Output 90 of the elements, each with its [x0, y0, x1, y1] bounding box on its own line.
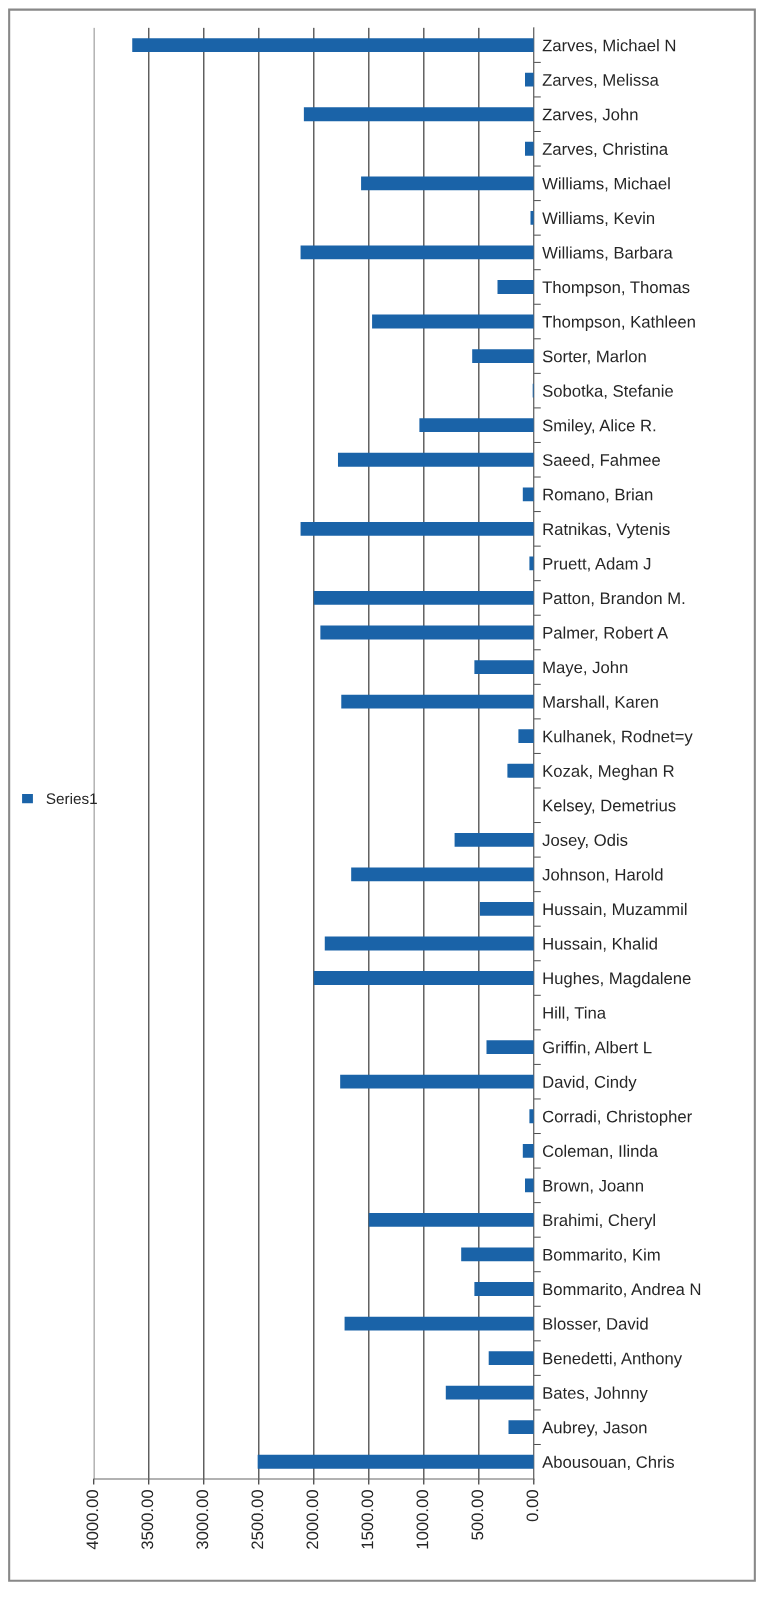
y-tick-label: Zarves, Christina — [542, 142, 669, 157]
x-tick-label: 2000.00 — [306, 1490, 319, 1549]
bar — [507, 763, 534, 778]
bar — [522, 487, 534, 502]
y-tick-label: Romano, Brian — [543, 488, 653, 503]
bar — [337, 452, 534, 467]
x-tick-label: 3000.00 — [196, 1490, 209, 1550]
y-tick-label: Thompson, Kathleen — [542, 315, 695, 332]
bar — [313, 971, 534, 985]
y-tick-label: Coleman, Ilinda — [542, 1144, 658, 1159]
x-tick-label: 1000.00 — [416, 1490, 429, 1549]
bar — [344, 1316, 534, 1331]
bar — [324, 936, 534, 951]
y-tick-label: Marshall, Karen — [543, 695, 658, 710]
y-tick-label: Smiley, Alice R. — [542, 419, 656, 435]
y-tick-label: Blosser, David — [543, 1317, 648, 1332]
bar — [303, 107, 534, 122]
y-tick-label: Hussain, Muzammil — [543, 902, 687, 918]
x-tick-label: 4000.00 — [86, 1490, 99, 1550]
y-tick-label: Bommarito, Kim — [543, 1248, 660, 1263]
bar — [454, 832, 534, 847]
y-tick-label: Williams, Kevin — [542, 211, 655, 227]
y-tick-label: Zarves, Melissa — [542, 73, 659, 88]
y-tick-label: Patton, Brandon M. — [543, 591, 685, 607]
y-tick-label: Williams, Barbara — [542, 246, 673, 261]
y-tick-label: Saeed, Fahmee — [542, 453, 660, 468]
y-tick-label: Sobotka, Stefanie — [542, 384, 673, 399]
bar — [529, 556, 534, 571]
y-tick-label: Johnson, Harold — [542, 868, 663, 883]
bar — [525, 72, 534, 87]
bar — [320, 625, 534, 640]
bar — [419, 418, 534, 433]
y-tick-label: Aubrey, Jason — [542, 1421, 647, 1437]
bar — [525, 1178, 534, 1193]
y-tick-label: Abousouan, Chris — [542, 1455, 675, 1470]
bar — [522, 1143, 534, 1158]
x-tick-label: 500.00 — [471, 1490, 484, 1540]
bar — [368, 1212, 534, 1227]
y-tick-label: Sorter, Marlon — [542, 350, 646, 365]
y-tick-label: Kelsey, Demetrius — [543, 799, 676, 815]
bar — [518, 729, 534, 744]
y-tick-label: Kulhanek, Rodnet=y — [543, 730, 693, 746]
bar — [361, 176, 534, 191]
bar — [486, 1040, 534, 1055]
y-tick-label: Hussain, Khalid — [543, 937, 657, 952]
y-tick-label: Williams, Michael — [542, 177, 670, 192]
bar — [461, 1247, 534, 1262]
y-tick-label: Zarves, John — [542, 108, 638, 123]
x-tick-label: 2500.00 — [251, 1490, 264, 1549]
bar — [508, 1420, 534, 1435]
bar — [340, 1074, 534, 1089]
bar — [257, 1454, 534, 1469]
bar — [300, 521, 534, 536]
bar — [525, 141, 534, 156]
y-tick-label: Ratnikas, Vytenis — [543, 522, 670, 539]
bar — [474, 660, 534, 674]
bar — [479, 902, 534, 916]
bar — [472, 349, 534, 363]
bar — [474, 1282, 534, 1296]
y-tick-label: Griffin, Albert L — [542, 1041, 652, 1056]
bar — [351, 867, 534, 882]
bar — [300, 245, 534, 260]
bar — [313, 591, 534, 605]
y-tick-label: Palmer, Robert A — [543, 626, 669, 641]
y-tick-label: David, Cindy — [543, 1075, 637, 1092]
y-tick-label: Hughes, Magdalene — [543, 971, 691, 988]
bar — [372, 314, 534, 329]
x-tick-label: 3500.00 — [141, 1490, 154, 1550]
bar — [529, 1109, 534, 1124]
y-tick-label: Thompson, Thomas — [542, 280, 690, 297]
x-tick-label: 1500.00 — [361, 1490, 374, 1549]
y-tick-label: Bommarito, Andrea N — [543, 1282, 701, 1298]
y-tick-label: Corradi, Christopher — [542, 1110, 692, 1126]
x-tick-label: 0.00 — [526, 1490, 539, 1522]
y-tick-label: Brahimi, Cheryl — [543, 1213, 655, 1230]
y-tick-label: Pruett, Adam J — [543, 557, 651, 572]
y-tick-label: Hill, Tina — [543, 1006, 607, 1021]
y-tick-label: Maye, John — [543, 661, 628, 677]
legend-label: Series1 — [46, 792, 97, 805]
y-tick-label: Zarves, Michael N — [542, 39, 676, 54]
y-tick-label: Benedetti, Anthony — [543, 1352, 683, 1368]
bar — [132, 38, 534, 53]
y-tick-label: Josey, Odis — [542, 833, 628, 850]
y-tick-label: Brown, Joann — [543, 1179, 643, 1194]
bar — [341, 694, 534, 709]
y-tick-label: Bates, Johnny — [543, 1386, 648, 1403]
y-tick-label: Kozak, Meghan R — [543, 764, 674, 781]
bar — [445, 1385, 534, 1400]
bar — [497, 280, 534, 294]
bar — [488, 1351, 534, 1366]
